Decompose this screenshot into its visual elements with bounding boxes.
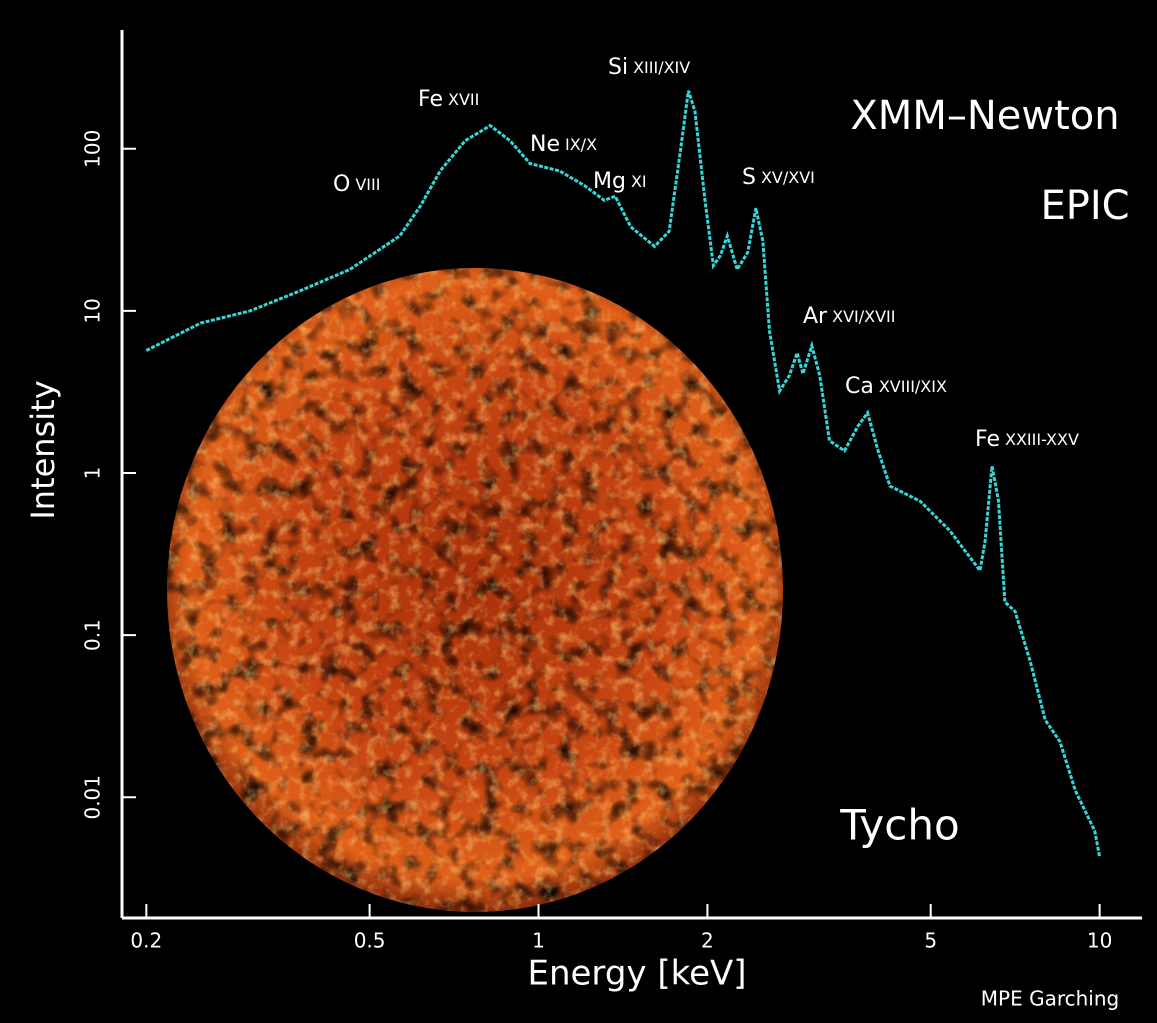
line-annotation: Fe XVII — [418, 87, 479, 112]
chart: 0.2 0.5 1 2 5 10 0.01 0.1 1 10 100 O VIII Fe XVII Ne IX… — [0, 0, 1157, 1023]
x-axis-label: Energy [keV] — [527, 954, 746, 994]
element-name: Ar — [803, 304, 828, 329]
page: {"chart_data": { "type": "line", "title"… — [0, 0, 1157, 1023]
line-annotation: Mg XI — [593, 169, 647, 194]
x-tick-label: 5 — [924, 929, 937, 953]
line-annotation: S XV/XVI — [742, 165, 815, 190]
element-name: Fe — [975, 427, 1000, 452]
ion-stage: XI — [631, 172, 647, 191]
y-tick-label: 10 — [81, 298, 105, 323]
subtitle: EPIC — [1040, 183, 1129, 229]
line-annotation: Fe XXIII-XXV — [975, 427, 1079, 452]
object-label: Tycho — [839, 801, 959, 850]
line-annotation: Si XIII/XIV — [608, 55, 690, 80]
x-tick-label: 0.2 — [130, 929, 162, 953]
ion-stage: XVIII/XIX — [879, 377, 947, 396]
ion-stage: XV/XVI — [761, 168, 815, 187]
ion-stage: XIII/XIV — [633, 58, 690, 77]
y-axis-label: Intensity — [24, 380, 62, 519]
y-tick-label: 1 — [81, 467, 105, 480]
x-tick-label: 10 — [1087, 929, 1112, 953]
ion-stage: IX/X — [565, 135, 597, 154]
x-tick-label: 0.5 — [354, 929, 386, 953]
line-annotation: O VIII — [333, 172, 380, 197]
ion-stage: XVII — [448, 90, 479, 109]
element-name: Si — [608, 55, 628, 80]
y-tick-label: 0.1 — [81, 619, 105, 651]
element-name: S — [742, 165, 756, 190]
ion-stage: VIII — [355, 175, 380, 194]
element-name: Fe — [418, 87, 443, 112]
credit: MPE Garching — [981, 987, 1119, 1011]
element-name: Ne — [530, 132, 560, 157]
element-name: O — [333, 172, 350, 197]
ion-stage: XXIII-XXV — [1005, 430, 1079, 449]
x-tick-label: 2 — [701, 929, 714, 953]
line-annotation: Ca XVIII/XIX — [845, 374, 947, 399]
title: XMM–Newton — [850, 93, 1119, 139]
x-tick-label: 1 — [532, 929, 545, 953]
y-tick-label: 100 — [81, 130, 105, 168]
element-name: Ca — [845, 374, 874, 399]
y-tick-label: 0.01 — [81, 775, 105, 820]
ion-stage: XVI/XVII — [832, 307, 895, 326]
tycho-image — [167, 268, 783, 912]
element-name: Mg — [593, 169, 626, 194]
